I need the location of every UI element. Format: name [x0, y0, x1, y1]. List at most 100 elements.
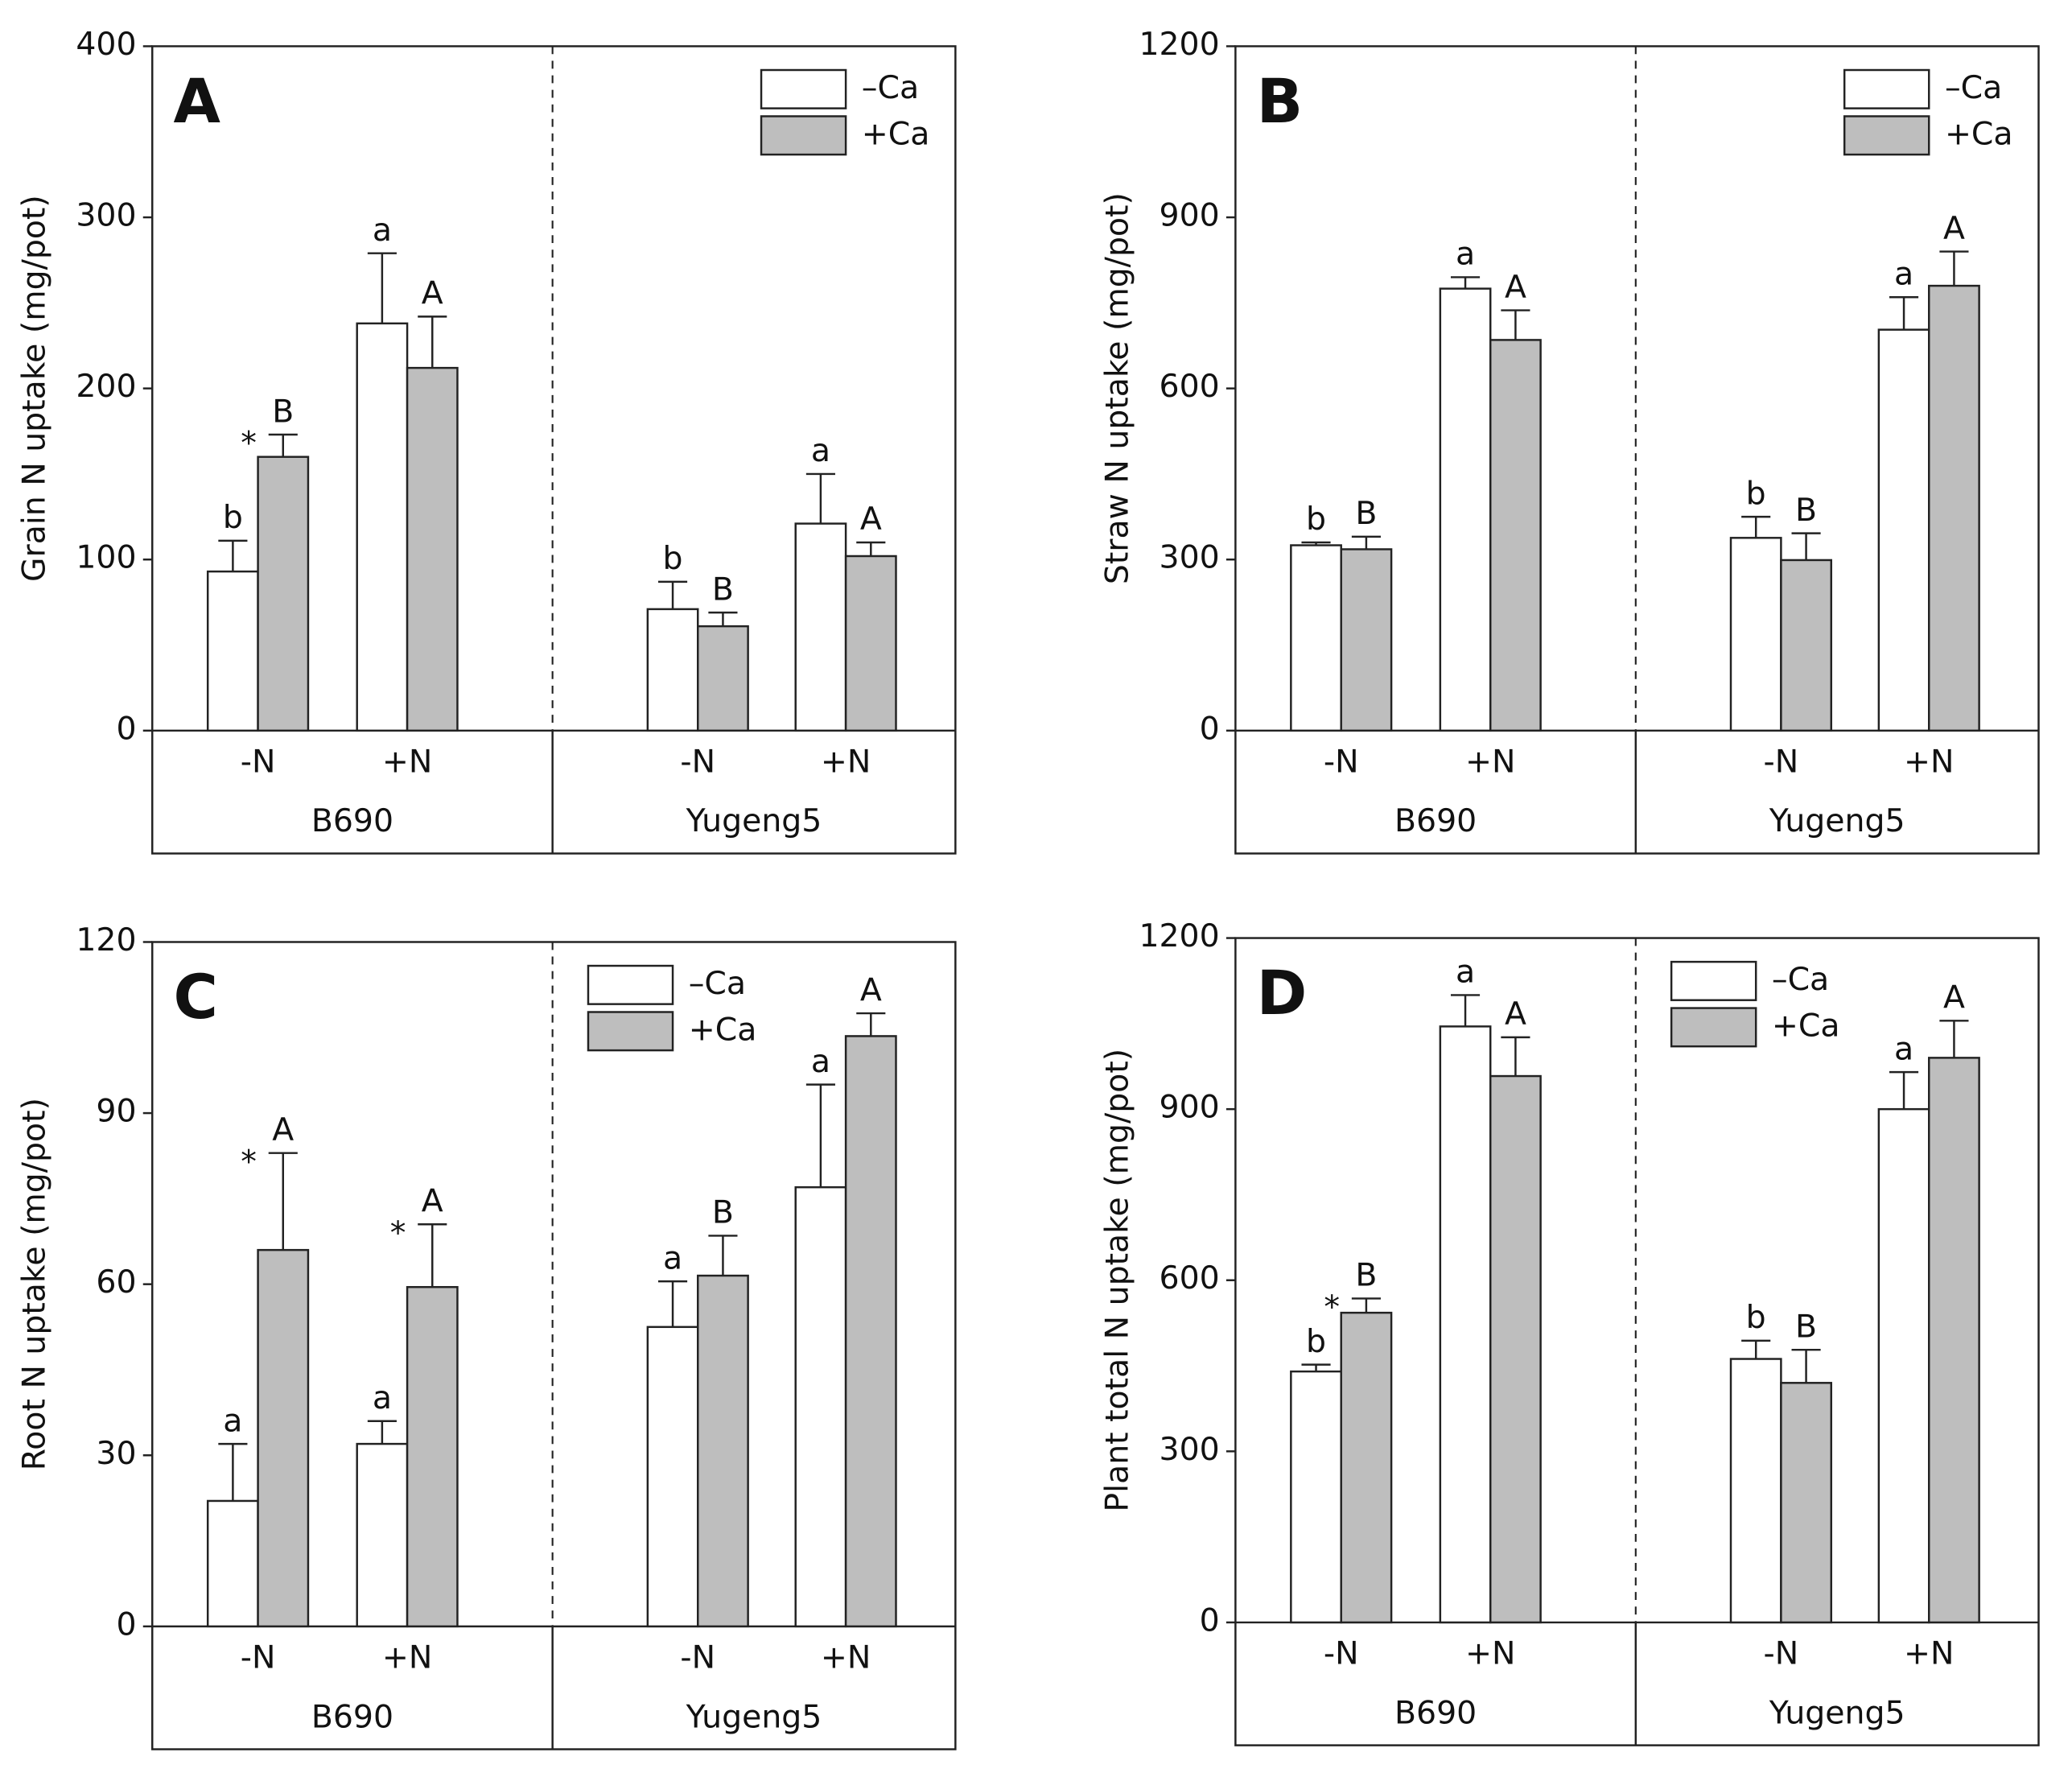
error-bar — [367, 1420, 397, 1445]
y-tick-label: 30 — [96, 1435, 136, 1472]
bar — [646, 1326, 699, 1628]
bar — [406, 1285, 459, 1628]
panel-label: B — [1257, 66, 1304, 137]
bar — [1928, 1057, 1980, 1624]
significance-star: * — [390, 1214, 406, 1251]
group-label: B690 — [1394, 802, 1477, 839]
bar — [356, 322, 409, 732]
y-axis-label: Root N uptake (mg/pot) — [15, 1098, 52, 1470]
frame — [151, 941, 957, 1750]
significance-letter: a — [1894, 1030, 1913, 1067]
x-tick-label: +N — [821, 743, 871, 780]
bar — [1340, 548, 1393, 732]
error-bar — [418, 315, 447, 369]
significance-letter: B — [1355, 1257, 1377, 1294]
error-bar — [1889, 296, 1919, 330]
bar — [697, 1274, 749, 1628]
error-bar — [418, 1223, 447, 1288]
error-bar — [1351, 535, 1381, 550]
bar — [1489, 1074, 1542, 1624]
significance-letter: A — [422, 1182, 443, 1219]
legend-label: –Ca — [1772, 961, 1829, 998]
error-bar — [805, 472, 835, 524]
x-tick-label: +N — [1904, 743, 1954, 780]
x-tick-label: +N — [1465, 743, 1515, 780]
x-tick-label: -N — [241, 743, 276, 780]
error-bar — [1351, 1297, 1381, 1313]
y-tick-label: 900 — [1160, 1089, 1220, 1126]
x-tick-label: -N — [241, 1639, 276, 1676]
panel: 0 100 200 300 400 Grain N uptake (mg/pot) A -N +… — [15, 26, 957, 855]
error-bar — [367, 252, 397, 324]
legend-swatch — [760, 115, 847, 156]
y-tick-label: 300 — [1160, 539, 1220, 576]
significance-letter: B — [1795, 492, 1817, 529]
significance-letter: a — [373, 212, 392, 249]
bar — [794, 1185, 847, 1628]
frame — [1234, 45, 2040, 855]
legend-swatch — [760, 68, 847, 109]
y-tick-label: 1200 — [1139, 917, 1219, 954]
legend-swatch — [1843, 68, 1930, 109]
bar — [1928, 284, 1980, 732]
legend-swatch — [1670, 1007, 1757, 1048]
y-tick-label: 120 — [76, 921, 136, 959]
bar — [257, 456, 310, 732]
x-tick-label: -N — [680, 743, 715, 780]
significance-letter: a — [373, 1379, 392, 1416]
bar — [646, 608, 699, 732]
bar — [1877, 328, 1930, 732]
group-label: Yugeng5 — [686, 1698, 822, 1735]
y-axis-label: Grain N uptake (mg/pot) — [15, 195, 52, 582]
bar — [1780, 1382, 1832, 1624]
error-bar — [1301, 541, 1331, 546]
y-tick-label: 300 — [1160, 1431, 1220, 1468]
legend-label: –Ca — [689, 965, 746, 1002]
bar — [1780, 559, 1832, 732]
significance-star: * — [241, 425, 257, 462]
bar — [206, 1499, 259, 1628]
bar — [1489, 339, 1542, 732]
significance-letter: a — [1456, 236, 1475, 273]
error-bar — [657, 580, 688, 609]
legend-swatch — [587, 1011, 674, 1052]
bar — [697, 625, 749, 732]
y-tick-label: 0 — [116, 710, 136, 747]
error-bar — [708, 611, 738, 627]
y-tick-label: 0 — [1200, 1602, 1220, 1639]
significance-letter: A — [860, 501, 882, 538]
legend-label: +Ca — [1772, 1008, 1840, 1045]
x-tick-label: -N — [680, 1639, 715, 1676]
panel: 0 30 60 90 120 Root N uptake (mg/pot) C -N +N -N +… — [15, 921, 957, 1750]
bar — [1877, 1107, 1930, 1624]
bar — [1340, 1311, 1393, 1624]
significance-letter: a — [811, 1043, 830, 1080]
bar — [1729, 1358, 1782, 1624]
bar — [1439, 287, 1492, 732]
bar — [794, 522, 847, 732]
significance-letter: B — [712, 571, 734, 608]
x-tick-label: +N — [1904, 1635, 1954, 1672]
error-bar — [268, 1152, 298, 1251]
legend-swatch — [1843, 115, 1930, 156]
panel-label: D — [1257, 958, 1308, 1029]
significance-letter: a — [1456, 954, 1475, 991]
error-bar — [268, 433, 298, 457]
y-axis-label: Straw N uptake (mg/pot) — [1098, 192, 1135, 584]
significance-letter: B — [1795, 1308, 1817, 1345]
significance-letter: a — [663, 1239, 682, 1276]
significance-letter: B — [272, 393, 294, 430]
significance-letter: b — [1306, 1323, 1326, 1360]
error-bar — [856, 1012, 886, 1037]
significance-letter: b — [1746, 475, 1766, 512]
y-tick-label: 300 — [76, 197, 136, 234]
error-bar — [1939, 1020, 1969, 1058]
bar — [356, 1442, 409, 1628]
significance-letter: A — [1505, 996, 1526, 1033]
significance-letter: b — [223, 499, 243, 536]
y-tick-label: 60 — [96, 1264, 136, 1301]
significance-letter: a — [223, 1402, 242, 1439]
frame — [151, 45, 957, 855]
x-tick-label: +N — [1465, 1635, 1515, 1672]
